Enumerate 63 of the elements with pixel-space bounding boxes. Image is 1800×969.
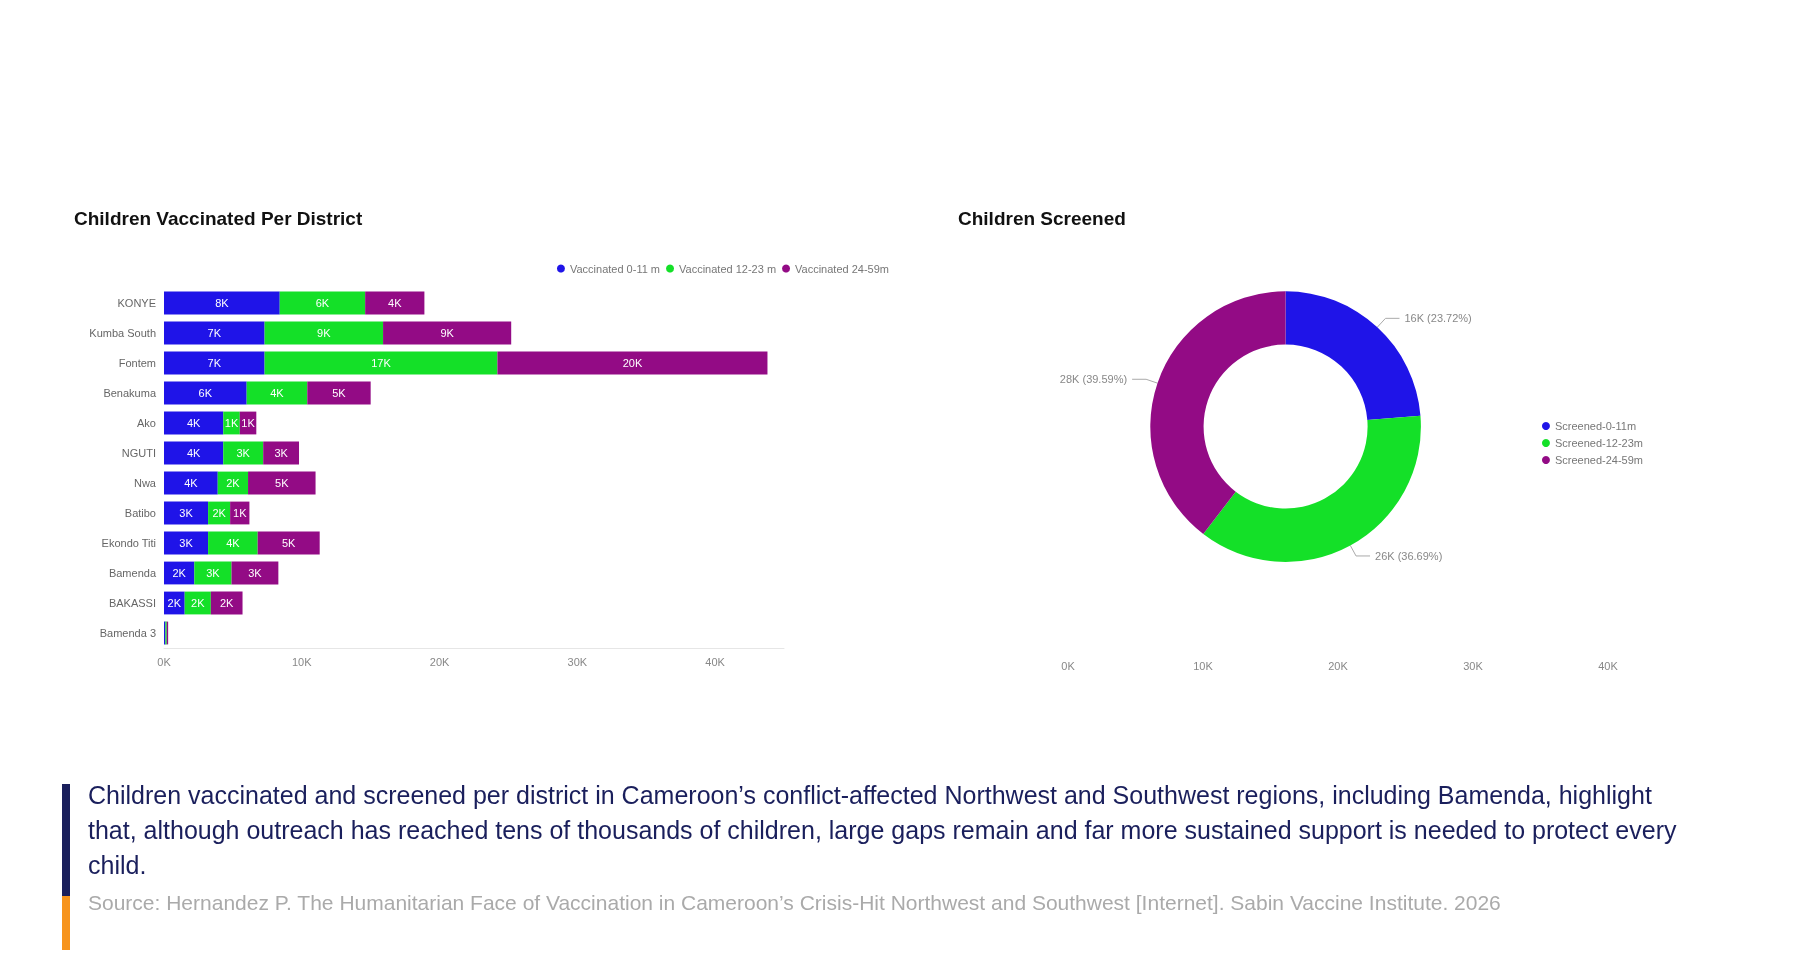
data-label: 3K [248,567,263,579]
y-tick-label: Batibo [124,507,156,519]
source-note: Source: Hernandez P. The Humanitarian Face of Vaccination in Cameroon’s Crisis-Hit Northwest and Southwest [Internet]. Sabin Vaccine Institute. 2026 [88,891,1502,915]
data-label: 1K [241,417,256,429]
legend-label: Screened-24-59m [1554,454,1644,466]
y-tick-label: Ekondo Titi [101,537,156,549]
x-tick-label: 10K [291,655,313,668]
data-label: 8K [215,297,230,309]
data-label: 26K (36.69%) [1375,549,1443,562]
data-label: 4K [184,477,199,489]
legend-label: Vaccinated 24-59m [795,262,890,275]
data-label: 9K [317,327,332,339]
data-label: 3K [179,507,194,519]
data-label: 4K [388,297,403,309]
x-tick-label: 30K [567,655,588,668]
x-tick-label: 40K [705,655,726,668]
y-tick-label: BAKASSI [108,597,156,609]
data-label: 1K [224,417,239,429]
chart-title: Children Screened [958,208,1127,231]
y-tick-label: Nwa [133,477,157,489]
legend-label: Vaccinated 12-23 m [679,262,777,275]
data-label: 7K [207,357,222,369]
data-label: 16K (23.72%) [1404,312,1472,325]
data-label: 2K [219,597,235,609]
legend-label: Screened-0-11m [1554,420,1637,432]
legend-label: Screened-12-23m [1554,437,1644,449]
data-label: 17K [371,357,392,369]
data-label: 9K [440,327,455,339]
y-tick-label: Benakuma [103,387,157,399]
data-label: 2K [167,597,182,609]
data-label: 7K [207,327,222,339]
data-label: 5K [275,477,290,489]
data-label: 4K [270,387,285,399]
data-label: 2K [172,567,187,579]
data-label: 3K [179,537,194,549]
data-label: 2K [226,477,241,489]
y-tick-label: KONYE [117,297,156,309]
data-label: 4K [226,537,241,549]
data-label: 5K [281,537,297,549]
y-tick-label: NGUTI [121,447,156,459]
x-tick-label: 0K [157,655,172,668]
y-tick-label: Bamenda [108,567,157,579]
text: Children vaccinated and screened per district in Cameroon’s conflict-affected Northwest and Southwest regions, including Bamenda, highlight that, although outreach has reached tens of thousands of children, large gaps remain and far more sustained support is needed to protect every child. [88,780,1678,881]
data-label: 20K [622,357,643,369]
data-label: 3K [274,447,289,459]
data-label: 3K [206,567,221,579]
y-tick-label: Kumba South [89,327,156,339]
data-label: 2K [191,597,206,609]
x-tick-label: 20K [429,655,450,668]
data-label: 28K (39.59%) [1059,373,1128,386]
y-tick-label: Bamenda 3 [99,627,156,639]
data-label: 1K [233,507,248,519]
data-label: 2K [212,507,227,519]
y-tick-label: Ako [137,417,156,429]
data-label: 3K [236,447,251,459]
chart-title: Children Vaccinated Per District [74,208,364,231]
y-tick-label: Fontem [118,357,156,369]
data-label: 4K [186,417,202,429]
legend-label: Vaccinated 0-11 m [569,262,661,275]
data-label: 6K [315,297,330,309]
data-label: 5K [332,387,347,399]
data-label: 6K [198,387,213,399]
data-label: 4K [186,447,202,459]
